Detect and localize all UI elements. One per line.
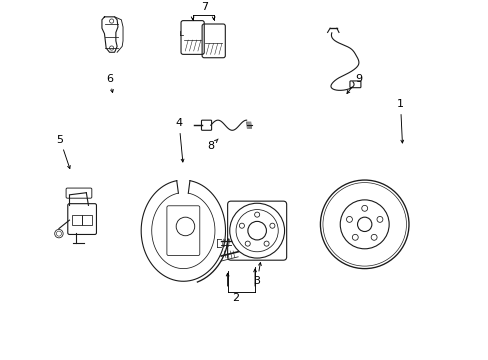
Text: 8: 8 [207, 141, 214, 151]
Text: 3: 3 [253, 276, 260, 286]
Text: 4: 4 [175, 118, 183, 128]
Text: 5: 5 [57, 135, 63, 145]
Text: 9: 9 [354, 74, 361, 84]
Text: 1: 1 [396, 99, 403, 109]
Text: 7: 7 [201, 2, 207, 12]
Text: 2: 2 [232, 293, 239, 303]
Text: 6: 6 [106, 74, 113, 84]
